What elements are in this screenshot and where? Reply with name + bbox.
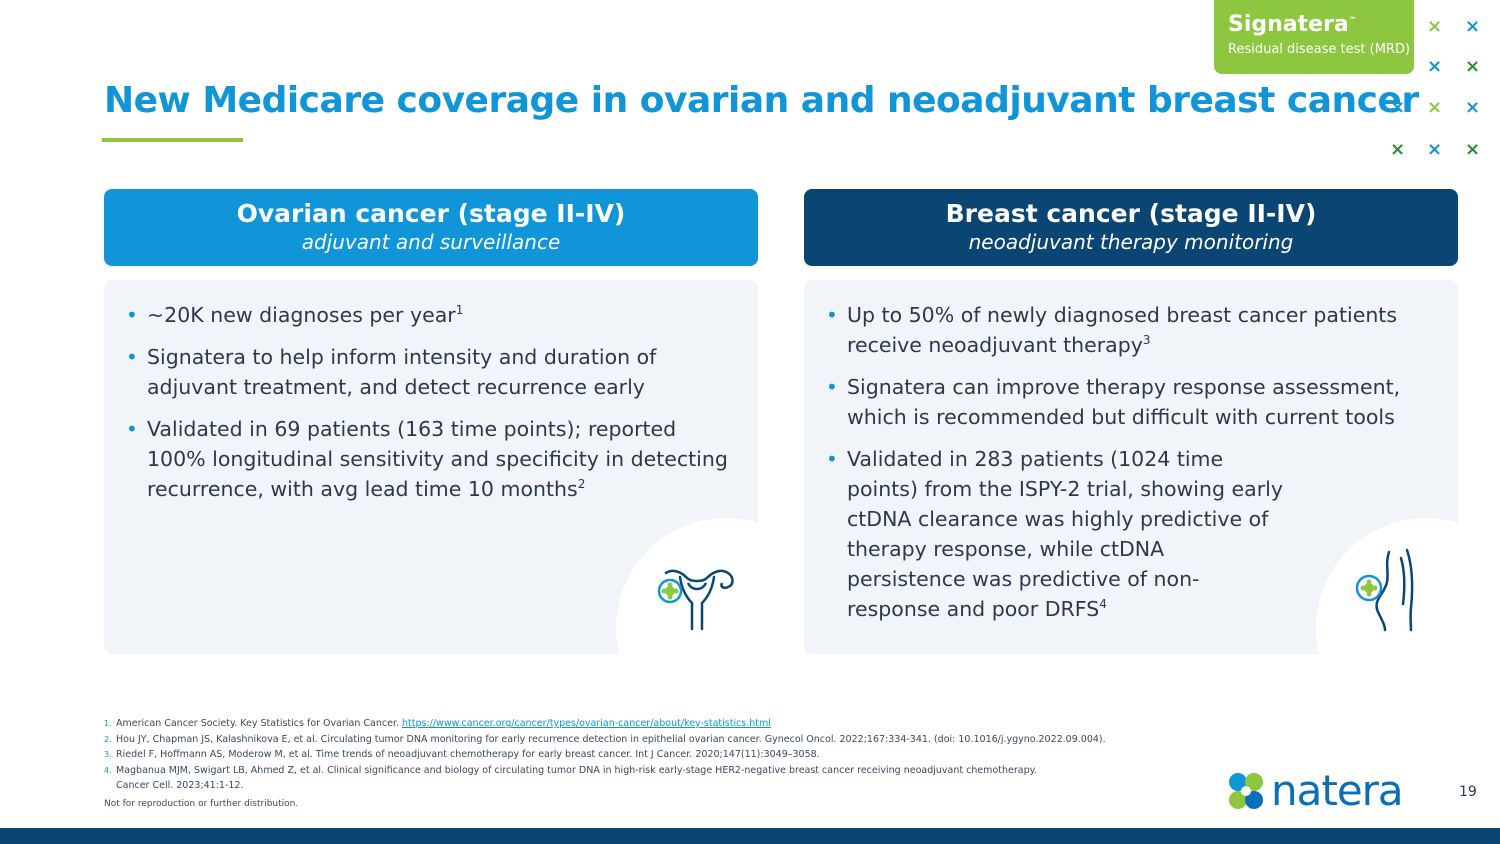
x-mark-icon: × — [1465, 16, 1481, 37]
ovarian-card-body: ~20K new diagnoses per year1 Signatera t… — [104, 280, 758, 654]
page-title: New Medicare coverage in ovarian and neo… — [104, 80, 1419, 121]
bullet-item: Validated in 283 patients (1024 time poi… — [824, 444, 1287, 624]
footnotes: 1. American Cancer Society. Key Statistic… — [104, 716, 1304, 794]
bullet-item: ~20K new diagnoses per year1 — [124, 300, 734, 330]
breast-card-subtitle: neoadjuvant therapy monitoring — [968, 230, 1294, 254]
footnote-3: 3. Riedel F, Hoffmann AS, Moderow M, et a… — [104, 749, 820, 760]
x-mark-icon: × — [1427, 56, 1443, 77]
x-mark-icon: × — [1465, 56, 1481, 77]
breast-card-body: Up to 50% of newly diagnosed breast canc… — [804, 280, 1458, 654]
logo-tm: ™ — [1348, 15, 1357, 25]
x-mark-icon: × — [1390, 139, 1406, 160]
bullet-item: Up to 50% of newly diagnosed breast canc… — [824, 300, 1434, 360]
bullet-item: Validated in 69 patients (163 time point… — [124, 414, 734, 504]
footnote-1: 1. American Cancer Society. Key Statistic… — [104, 718, 771, 729]
footnote-2: 2. Hou JY, Chapman JS, Kalashnikova E, et… — [104, 733, 1106, 745]
bullet-item: Signatera can improve therapy response a… — [824, 372, 1434, 432]
x-mark-icon: × — [1427, 139, 1443, 160]
natera-flower-icon — [1229, 773, 1263, 809]
bullet-item: Signatera to help inform intensity and d… — [124, 342, 734, 402]
logo-name: Signatera — [1228, 12, 1349, 37]
x-mark-icon: × — [1465, 97, 1481, 118]
breast-bullet-list: Up to 50% of newly diagnosed breast canc… — [824, 300, 1434, 636]
disclaimer: Not for reproduction or further distribu… — [104, 799, 299, 809]
footnote-4-continued: Cancer Cell. 2023;41:1-12. — [116, 780, 244, 791]
natera-wordmark: natera — [1271, 766, 1404, 815]
logo-subtitle: Residual disease test (MRD) — [1228, 42, 1411, 57]
x-mark-icon: × — [1465, 139, 1481, 160]
natera-logo: natera — [1224, 766, 1419, 815]
uterus-icon — [652, 563, 742, 637]
ovarian-card-subtitle: adjuvant and surveillance — [301, 230, 561, 254]
signatera-logo: Signatera™ Residual disease test (MRD) — [1214, 0, 1414, 74]
breast-card-header: Breast cancer (stage II-IV) neoadjuvant … — [804, 189, 1458, 266]
footnote-link[interactable]: https://www.cancer.org/cancer/types/ovar… — [402, 718, 771, 729]
x-mark-icon: × — [1427, 16, 1443, 37]
ovarian-card-title: Ovarian cancer (stage II-IV) — [236, 199, 626, 228]
bottom-bar — [0, 828, 1500, 844]
footnote-4: 4. Magbanua MJM, Swigart LB, Ahmed Z, et … — [104, 764, 1037, 776]
ovarian-bullet-list: ~20K new diagnoses per year1 Signatera t… — [124, 300, 734, 516]
x-mark-icon: × — [1427, 97, 1443, 118]
breast-card-title: Breast cancer (stage II-IV) — [945, 199, 1317, 228]
page-number: 19 — [1459, 784, 1477, 800]
x-mark-icon: × — [1390, 97, 1406, 118]
ovarian-card-header: Ovarian cancer (stage II-IV) adjuvant an… — [104, 189, 758, 266]
title-underline — [102, 138, 243, 142]
breast-icon — [1349, 548, 1429, 636]
